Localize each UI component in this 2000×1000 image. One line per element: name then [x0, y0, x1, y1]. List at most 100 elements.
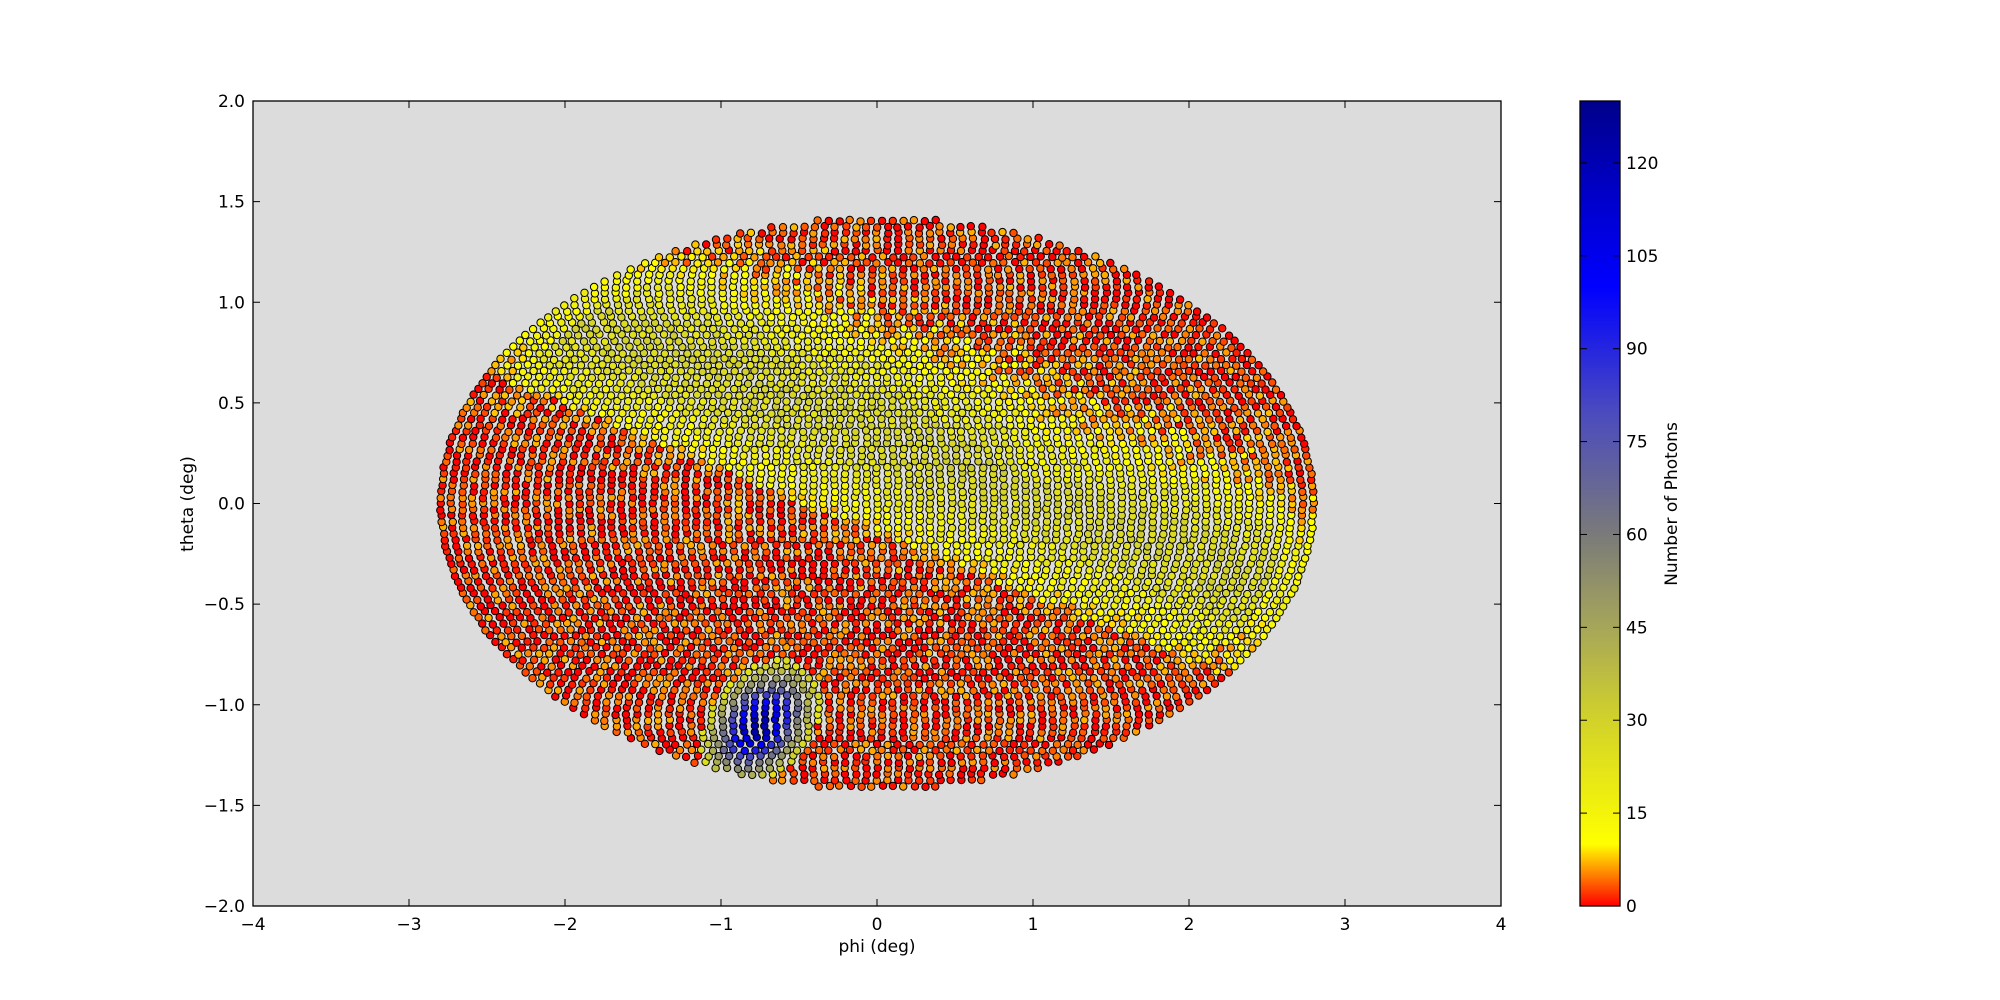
scatter-point: [862, 529, 871, 538]
scatter-point: [830, 559, 840, 569]
scatter-point: [601, 541, 611, 551]
scatter-point: [670, 608, 680, 617]
scatter-point: [920, 396, 930, 405]
scatter-point: [671, 560, 680, 569]
scatter-point: [825, 722, 834, 732]
scatter-point: [963, 632, 972, 641]
scatter-point: [872, 637, 882, 646]
scatter-point: [686, 728, 696, 737]
scatter-point: [702, 650, 712, 659]
scatter-point: [1165, 457, 1174, 466]
scatter-point: [1071, 661, 1080, 670]
scatter-point: [566, 625, 575, 634]
scatter-point: [1113, 595, 1122, 604]
scatter-point: [1166, 385, 1175, 394]
scatter-point: [925, 751, 935, 760]
scatter-point: [1243, 517, 1253, 526]
scatter-point: [957, 535, 967, 544]
scatter-point: [682, 649, 692, 658]
scatter-point: [634, 631, 644, 641]
scatter-point: [824, 734, 834, 743]
scatter-point: [644, 704, 654, 713]
scatter-point: [1271, 457, 1281, 466]
scatter-point: [1014, 655, 1024, 665]
scatter-point: [1032, 607, 1042, 617]
scatter-point: [698, 577, 707, 587]
scatter-point: [1222, 433, 1231, 442]
scatter-point: [777, 433, 786, 442]
scatter-point: [703, 487, 712, 496]
scatter-point: [990, 566, 999, 575]
scatter-point: [1026, 673, 1035, 682]
scatter-point: [1043, 668, 1052, 677]
scatter-point: [718, 594, 728, 604]
scatter-point: [905, 469, 914, 479]
scatter-point: [681, 638, 690, 647]
scatter-point: [808, 667, 817, 676]
scatter-point: [529, 355, 538, 365]
scatter-point: [666, 643, 675, 652]
scatter-point: [624, 553, 633, 563]
scatter-point: [1125, 679, 1134, 688]
scatter-point: [1205, 601, 1214, 611]
scatter-point: [999, 391, 1008, 400]
scatter-point: [1020, 751, 1029, 760]
scatter-point: [725, 524, 734, 533]
scatter-point: [582, 367, 591, 376]
scatter-point: [1042, 373, 1051, 382]
scatter-point: [714, 636, 723, 646]
scatter-point: [516, 541, 526, 551]
scatter-point: [909, 366, 918, 376]
scatter-point: [523, 409, 532, 419]
scatter-point: [582, 655, 592, 665]
scatter-point: [798, 361, 807, 370]
scatter-point: [1026, 415, 1035, 425]
scatter-point: [607, 433, 617, 443]
scatter-point: [1146, 625, 1155, 635]
scatter-point: [1160, 487, 1169, 497]
scatter-point: [1148, 475, 1158, 485]
scatter-point: [984, 674, 993, 683]
scatter-point: [873, 752, 882, 761]
scatter-point: [554, 607, 563, 616]
scatter-point: [1085, 686, 1095, 695]
scatter-point: [1235, 415, 1245, 425]
scatter-point: [990, 667, 999, 676]
scatter-point: [517, 631, 527, 641]
scatter-point: [915, 668, 924, 677]
scatter-point: [984, 698, 993, 707]
scatter-point: [861, 739, 870, 749]
scatter-point: [930, 445, 939, 454]
scatter-point: [698, 698, 708, 707]
scatter-point: [836, 655, 845, 664]
scatter-point: [472, 457, 481, 466]
scatter-point: [1224, 668, 1234, 677]
scatter-point: [1110, 643, 1120, 653]
scatter-point: [819, 680, 829, 689]
scatter-point: [616, 619, 625, 628]
scatter-point: [979, 523, 988, 533]
scatter-point: [1115, 680, 1124, 689]
scatter-point: [760, 596, 769, 605]
scatter-point: [1114, 427, 1124, 436]
scatter-point: [1031, 409, 1040, 418]
scatter-point: [564, 668, 573, 677]
scatter-point: [529, 655, 539, 664]
scatter-point: [910, 632, 919, 641]
scatter-point: [1100, 644, 1109, 653]
scatter-point: [1100, 630, 1110, 640]
scatter-point: [1137, 433, 1146, 443]
scatter-point: [1138, 391, 1147, 400]
scatter-point: [517, 421, 526, 430]
scatter-point: [941, 734, 950, 744]
scatter-point: [1302, 451, 1311, 460]
scatter-point: [611, 457, 621, 467]
scatter-point: [951, 692, 961, 701]
scatter-point: [861, 679, 870, 688]
scatter-point: [878, 674, 887, 683]
scatter-point: [824, 746, 833, 755]
scatter-point: [474, 613, 483, 622]
scatter-point: [613, 704, 622, 713]
scatter-point: [655, 643, 664, 653]
scatter-point: [1121, 397, 1130, 406]
